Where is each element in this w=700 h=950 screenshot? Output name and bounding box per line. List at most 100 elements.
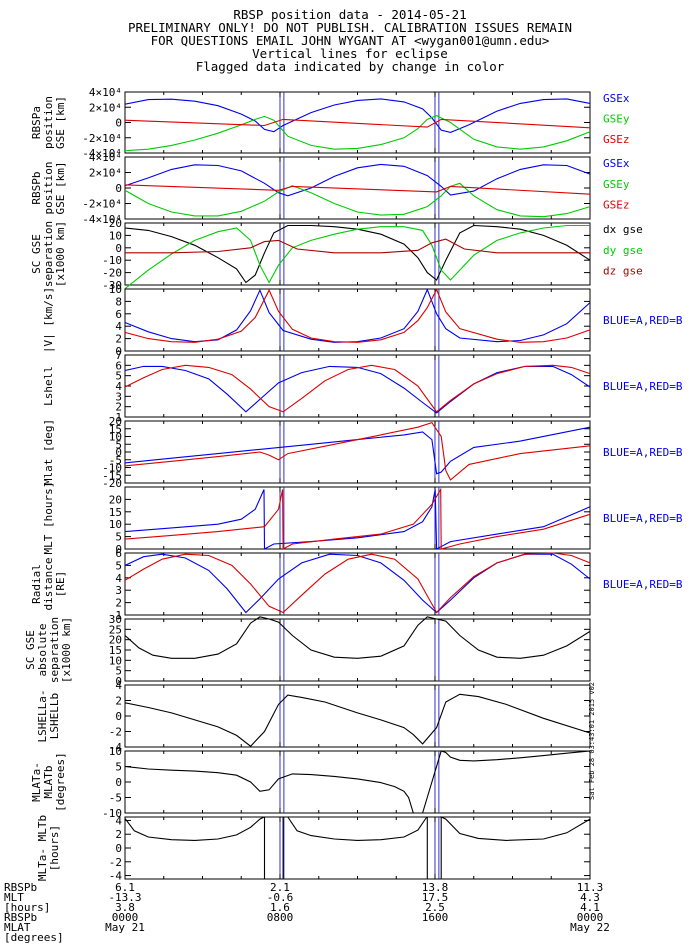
y-tick-label: 20 [109, 415, 122, 428]
series-line-sep [124, 616, 591, 659]
y-tick-label: 4 [115, 572, 122, 585]
y-tick-label: 4×10⁴ [89, 151, 122, 164]
color-key-annotation: BLUE=A,RED=B [603, 512, 683, 525]
series-line-dl [124, 693, 591, 747]
y-tick-label: -20 [102, 267, 122, 280]
y-axis-label: [hours] [48, 825, 61, 871]
color-key-annotation: BLUE=A,RED=B [603, 446, 683, 459]
panel-1: 4×10⁴ 2×10⁴ 0 -2×10⁴ -4×10⁴ RBSPb position GSE … [30, 151, 630, 226]
y-tick-label: -4×10⁴ [82, 213, 122, 226]
y-tick-label: 2×10⁴ [89, 167, 122, 180]
y-tick-label: 3 [115, 584, 122, 597]
panel-10: 10 5 0 -5 -10 MLATa- MLATb [degrees] [30, 745, 591, 820]
figure-title: RBSP position data - 2014-05-21 [233, 7, 467, 22]
y-axis-label: GSE [km] [54, 162, 67, 215]
y-axis-label: MLTa- MLTb [36, 815, 49, 881]
series-line-dmlat [124, 750, 591, 814]
y-tick-label: 15 [109, 423, 122, 436]
y-tick-label: -4×10⁴ [82, 147, 122, 160]
y-axis-label: [RE] [54, 571, 67, 598]
y-tick-label: 25 [109, 623, 122, 636]
series-line-gsey [124, 182, 591, 218]
y-tick-label: 2 [115, 333, 122, 346]
y-tick-label: 30 [109, 613, 122, 626]
y-tick-label: 6 [115, 359, 122, 372]
y-tick-label: 0 [115, 182, 122, 195]
y-axis-label: [x1000 km] [54, 221, 67, 287]
y-tick-label: 5 [115, 438, 122, 451]
y-axis-label: Mlat [deg] [42, 419, 55, 485]
x-axis-row-label: RBSPb [4, 911, 37, 924]
legend-entry: GSEy [603, 112, 630, 125]
flag-note: Flagged data indicated by change in colo… [195, 59, 505, 74]
series-line-a [124, 553, 591, 614]
y-axis-label: SC GSE [24, 630, 37, 670]
y-tick-label: -10 [102, 462, 122, 475]
legend-entry: GSEy [603, 178, 630, 191]
x-axis-value-mlt_b: 6.1 [115, 881, 135, 894]
preliminary-warning: PRELIMINARY ONLY! DO NOT PUBLISH. CALIBR… [127, 20, 572, 35]
y-tick-label: -2 [109, 726, 122, 739]
x-axis-row-label: [hours] [4, 901, 50, 914]
y-axis-label: MLATa- [30, 762, 43, 802]
y-tick-label: 15 [109, 644, 122, 657]
y-axis-label: |V| [km/s] [42, 287, 55, 353]
y-axis-label: MLATb [42, 765, 55, 798]
y-tick-label: 6 [115, 547, 122, 560]
y-tick-label: 0 [115, 710, 122, 723]
panel-frame [124, 420, 591, 484]
x-axis-value-time: 0000 [577, 911, 604, 924]
y-tick-label: 5 [115, 370, 122, 383]
color-key-annotation: BLUE=A,RED=B [603, 578, 683, 591]
series-line-a [124, 365, 591, 414]
panel-frame [124, 618, 591, 682]
x-axis-value-time: 0800 [267, 911, 294, 924]
legend-entry: GSEx [603, 92, 630, 105]
y-tick-label: 4×10⁴ [89, 86, 122, 99]
series-line-gsex [124, 98, 591, 133]
panel-frame [124, 684, 591, 748]
contact-line: FOR QUESTIONS EMAIL JOHN WYGANT AT <wyga… [150, 33, 550, 48]
figure-header: RBSP position data - 2014-05-21 PRELIMIN… [0, 8, 700, 73]
y-axis-label: separation [42, 221, 55, 287]
y-tick-label: 1 [115, 411, 122, 424]
y-tick-label: 20 [109, 634, 122, 647]
x-axis-value-mlat_a: 3.8 [115, 901, 135, 914]
y-tick-label: 10 [109, 745, 122, 758]
y-tick-label: 5 [115, 531, 122, 544]
x-axis-value-mlt_b: 2.1 [270, 881, 290, 894]
y-tick-label: -4 [109, 741, 123, 754]
y-tick-label: 4 [115, 814, 122, 827]
y-tick-label: -4 [109, 870, 123, 883]
y-tick-label: 20 [109, 493, 122, 506]
legend-entry: GSEz [603, 199, 630, 212]
y-tick-label: 10 [109, 283, 122, 296]
y-tick-label: -20 [102, 477, 122, 490]
legend-entry: GSEx [603, 157, 630, 170]
y-tick-label: 0 [115, 117, 122, 130]
x-axis-value-mlt_a: 17.5 [422, 891, 449, 904]
series-line-b [124, 288, 591, 343]
y-tick-label: 0 [115, 446, 122, 459]
x-axis-value-date: May 21 [105, 921, 145, 934]
y-tick-label: 10 [109, 654, 122, 667]
x-axis-value-mlt_b: 13.8 [422, 881, 449, 894]
y-tick-label: 10 [109, 431, 122, 444]
x-axis-value-mlat_a: 1.6 [270, 901, 290, 914]
legend-entry: GSEz [603, 133, 630, 146]
y-tick-label: 20 [109, 217, 122, 230]
panel-9: 4 2 0 -2 -4 LSHELLa- LSHELLb [36, 679, 591, 754]
y-tick-label: 0 [115, 776, 122, 789]
y-tick-label: 0 [115, 675, 122, 688]
series-line-gsex [124, 163, 591, 197]
y-tick-label: -2 [109, 856, 122, 869]
y-axis-label: LSHELLa- [36, 690, 49, 743]
color-key-annotation: BLUE=A,RED=B [603, 380, 683, 393]
x-axis-value-time: 0000 [112, 911, 139, 924]
y-tick-label: -30 [102, 279, 122, 292]
y-tick-label: 3 [115, 390, 122, 403]
x-axis-value-mlt_a: -0.6 [267, 891, 294, 904]
